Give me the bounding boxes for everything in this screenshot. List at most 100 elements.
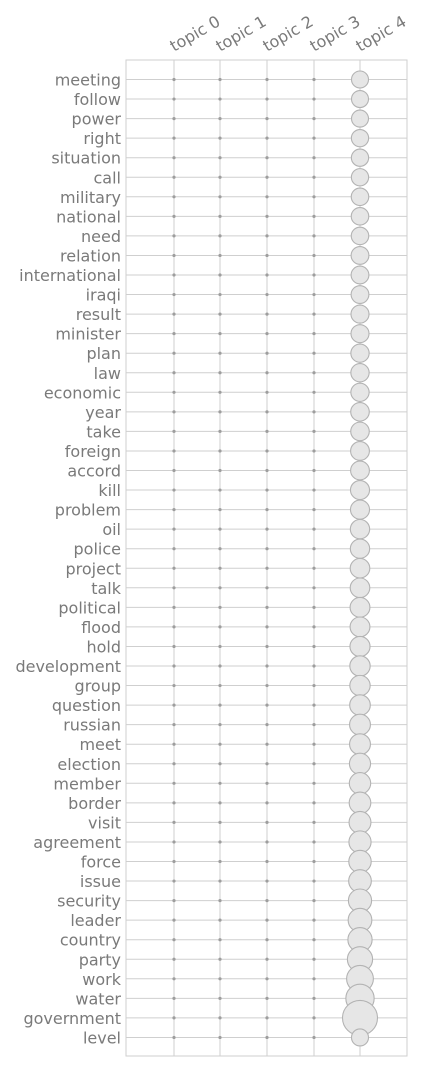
dot-border-topic-1 <box>218 801 222 805</box>
y-tick-label: member <box>53 774 121 793</box>
dot-iraqi-topic-1 <box>218 292 222 297</box>
dot-flood-topic-2 <box>265 625 269 629</box>
dot-take-topic-3 <box>312 429 316 433</box>
dot-minister-topic-1 <box>218 332 222 336</box>
x-tick-label: topic 3 <box>307 12 364 56</box>
dot-need-topic-0 <box>172 234 176 238</box>
bubble-group-topic-4 <box>349 674 371 697</box>
y-tick-label: question <box>52 696 121 715</box>
y-tick-label: need <box>81 227 121 246</box>
dot-political-topic-2 <box>265 605 269 609</box>
dot-meet-topic-0 <box>172 742 176 746</box>
dot-question-topic-2 <box>265 703 269 707</box>
dot-plan-topic-0 <box>172 351 176 355</box>
dot-project-topic-1 <box>218 566 222 570</box>
y-tick-label: relation <box>60 246 121 265</box>
y-tick-label: russian <box>63 716 121 735</box>
dot-accord-topic-1 <box>218 468 222 473</box>
bubble-meet-topic-4 <box>349 733 371 756</box>
y-tick-label: election <box>57 755 121 774</box>
y-tick-label: plan <box>86 344 121 363</box>
dot-issue-topic-2 <box>265 879 269 883</box>
dot-meeting-topic-2 <box>265 77 269 82</box>
dot-military-topic-0 <box>172 195 176 199</box>
dot-force-topic-3 <box>312 859 316 864</box>
dot-meeting-topic-0 <box>172 77 176 82</box>
dot-iraqi-topic-0 <box>172 292 176 297</box>
dot-call-topic-1 <box>218 175 222 179</box>
dot-country-topic-1 <box>218 938 222 942</box>
dot-force-topic-2 <box>265 859 269 864</box>
dot-relation-topic-2 <box>265 253 269 258</box>
y-tick-label: police <box>74 540 121 559</box>
dot-development-topic-0 <box>172 664 176 668</box>
dot-leader-topic-0 <box>172 918 176 922</box>
dot-work-topic-3 <box>312 977 316 981</box>
dot-work-topic-2 <box>265 977 269 981</box>
dot-border-topic-2 <box>265 801 269 805</box>
dot-agreement-topic-2 <box>265 840 269 844</box>
bubble-level-topic-4 <box>350 1028 370 1047</box>
dot-government-topic-2 <box>265 1016 269 1020</box>
dot-follow-topic-0 <box>172 97 176 101</box>
dot-national-topic-1 <box>218 214 222 218</box>
dot-economic-topic-3 <box>312 390 316 394</box>
dot-level-topic-1 <box>218 1035 222 1040</box>
dot-oil-topic-1 <box>218 527 222 531</box>
y-tick-label: foreign <box>65 442 121 461</box>
dot-russian-topic-0 <box>172 723 176 727</box>
dot-flood-topic-1 <box>218 625 222 629</box>
dot-russian-topic-1 <box>218 723 222 727</box>
dot-meet-topic-3 <box>312 742 316 746</box>
dot-question-topic-0 <box>172 703 176 707</box>
dot-law-topic-1 <box>218 371 222 375</box>
dot-water-topic-3 <box>312 996 316 1000</box>
dot-member-topic-1 <box>218 781 222 785</box>
dot-meet-topic-1 <box>218 742 222 746</box>
dot-police-topic-0 <box>172 547 176 551</box>
dot-accord-topic-3 <box>312 468 316 473</box>
bubble-border-topic-4 <box>348 791 372 815</box>
dot-economic-topic-1 <box>218 390 222 394</box>
dot-relation-topic-0 <box>172 253 176 258</box>
y-tick-label: leader <box>70 911 121 930</box>
dot-election-topic-2 <box>265 762 269 766</box>
dot-hold-topic-1 <box>218 644 222 649</box>
dot-kill-topic-3 <box>312 488 316 492</box>
bubble-relation-topic-4 <box>350 246 370 265</box>
y-tick-label: work <box>82 970 121 989</box>
dot-need-topic-1 <box>218 234 222 238</box>
y-tick-label: power <box>72 110 122 129</box>
x-tick-label: topic 2 <box>260 12 317 56</box>
dot-take-topic-1 <box>218 429 222 433</box>
dot-military-topic-1 <box>218 195 222 199</box>
dot-police-topic-2 <box>265 547 269 551</box>
y-tick-label: problem <box>55 501 121 520</box>
dot-development-topic-1 <box>218 664 222 668</box>
dot-party-topic-2 <box>265 957 269 961</box>
y-tick-label: international <box>19 266 121 285</box>
dot-political-topic-0 <box>172 605 176 609</box>
y-tick-label: group <box>75 677 121 696</box>
bubble-right-topic-4 <box>350 128 370 148</box>
bubble-russian-topic-4 <box>349 713 371 736</box>
dot-minister-topic-2 <box>265 332 269 336</box>
dot-right-topic-1 <box>218 136 222 140</box>
dot-call-topic-3 <box>312 175 316 179</box>
dot-government-topic-3 <box>312 1016 316 1020</box>
bubble-accord-topic-4 <box>350 460 370 481</box>
dot-question-topic-1 <box>218 703 222 707</box>
dot-group-topic-2 <box>265 683 269 688</box>
dot-situation-topic-0 <box>172 156 176 160</box>
bubble-flood-topic-4 <box>349 616 371 638</box>
dot-foreign-topic-0 <box>172 449 176 453</box>
bubble-year-topic-4 <box>350 402 370 422</box>
dot-security-topic-0 <box>172 899 176 903</box>
x-tick-label: topic 0 <box>167 12 224 56</box>
y-tick-label: development <box>15 657 121 676</box>
bubble-election-topic-4 <box>348 752 372 775</box>
dot-meet-topic-2 <box>265 742 269 746</box>
dot-power-topic-2 <box>265 117 269 121</box>
dot-talk-topic-3 <box>312 586 316 590</box>
